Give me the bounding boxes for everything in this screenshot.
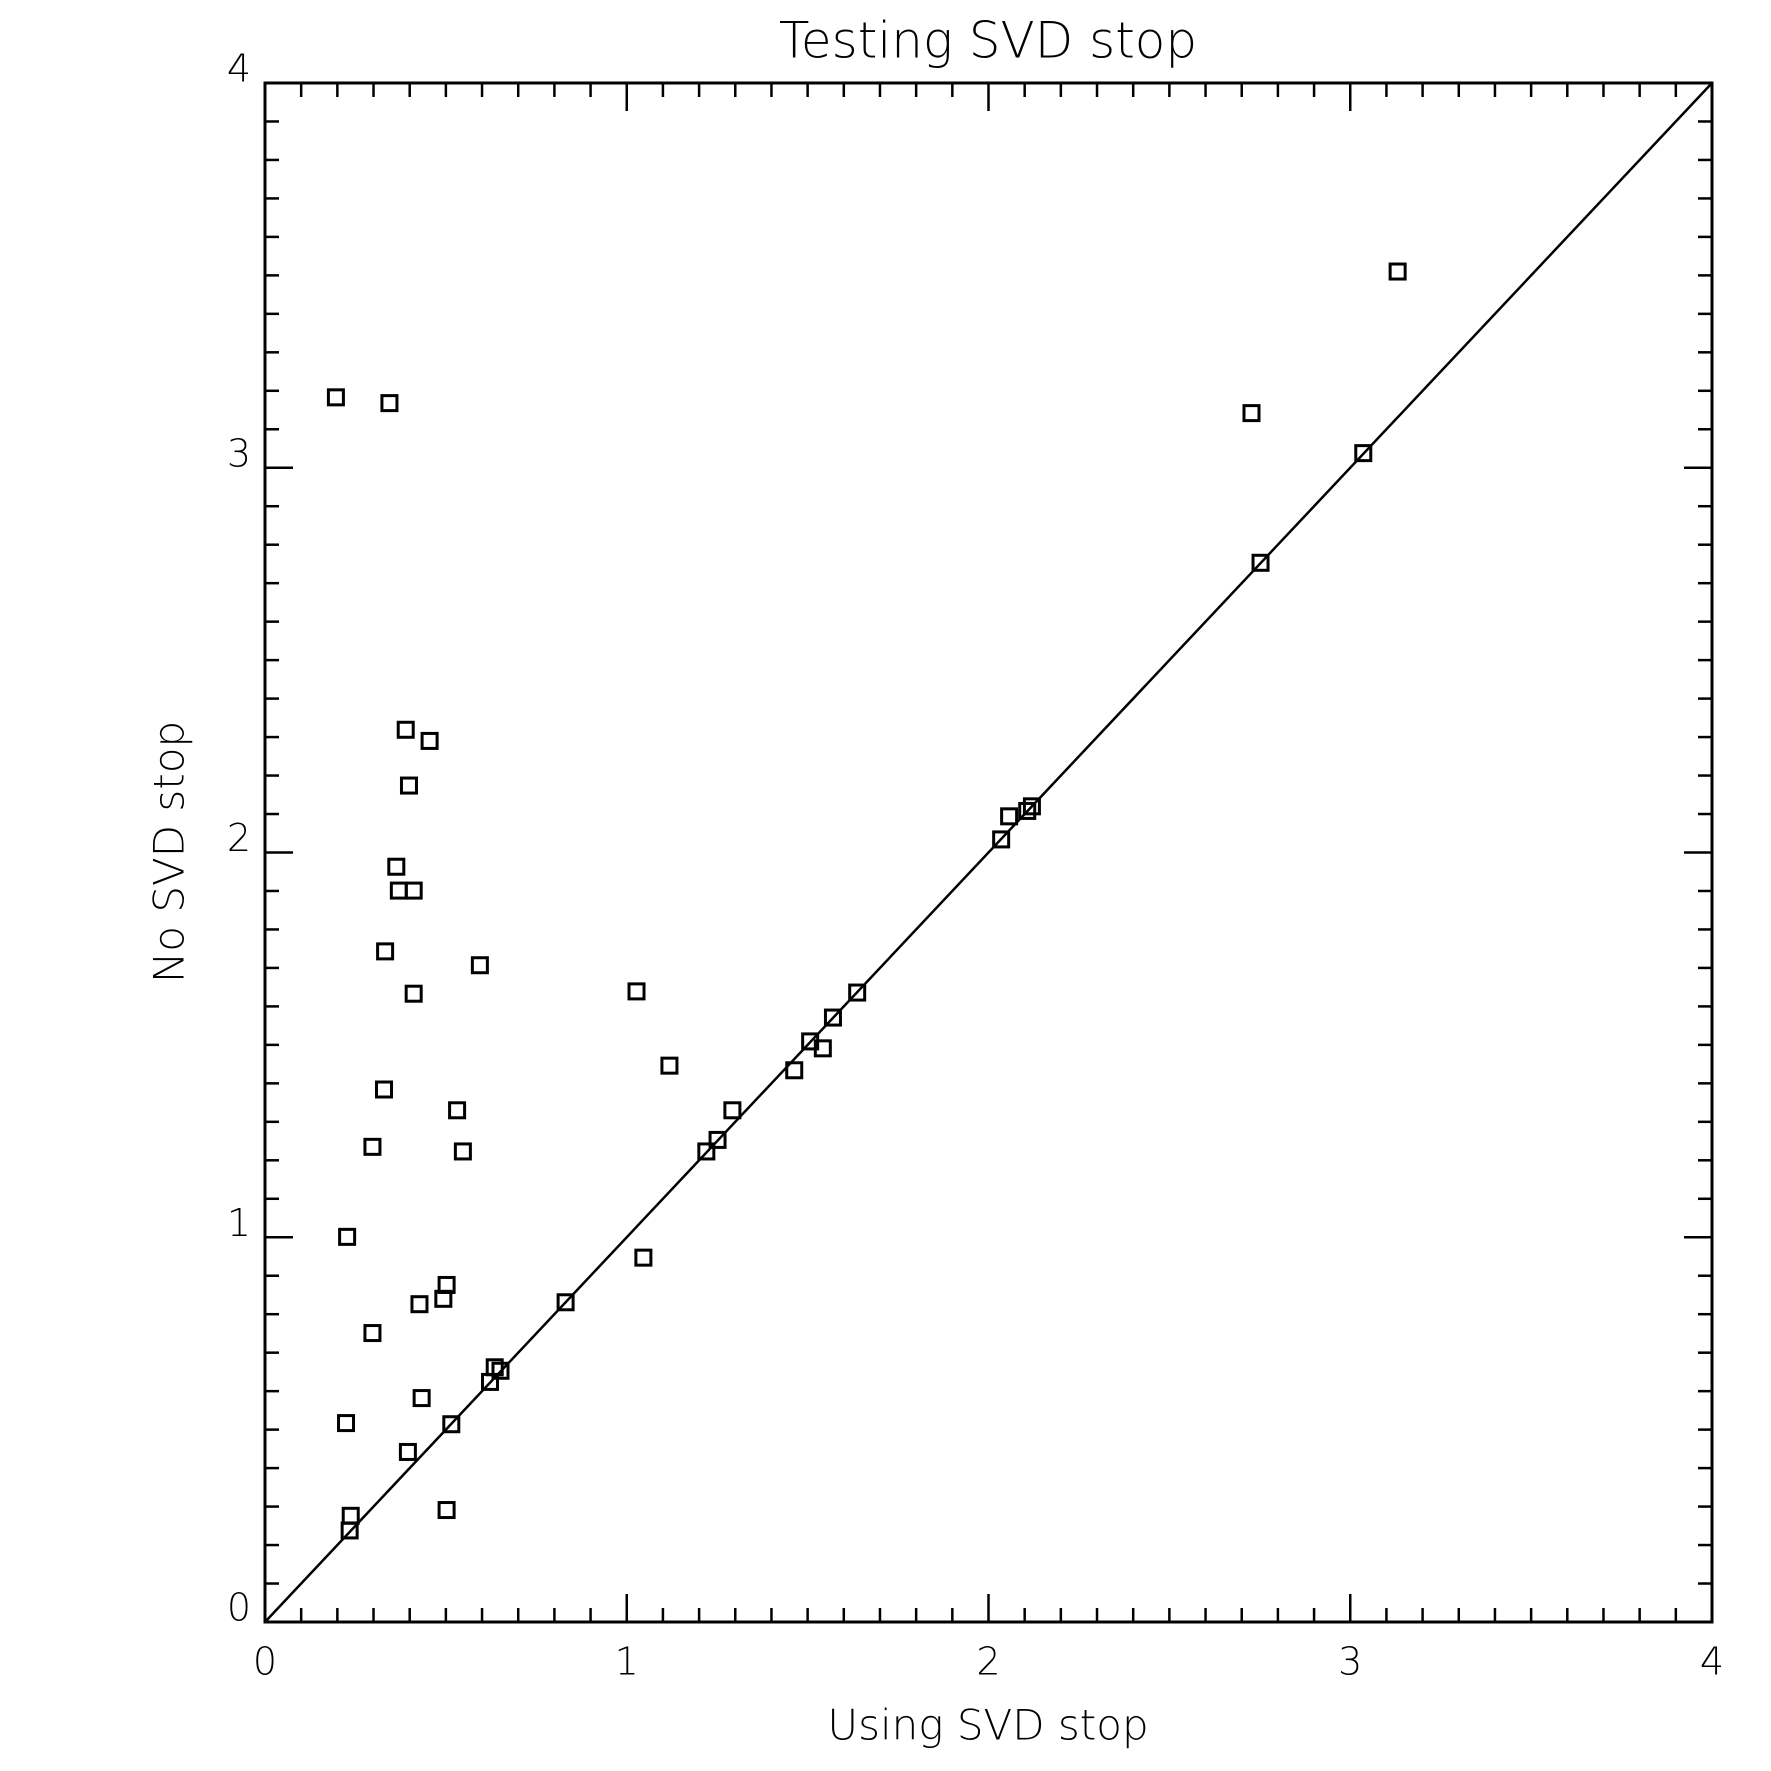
y-tick-label: 4 <box>227 47 251 91</box>
point <box>387 857 406 876</box>
point <box>399 776 418 795</box>
point <box>363 1324 382 1343</box>
point <box>398 1442 417 1461</box>
point <box>380 394 399 413</box>
point <box>363 1137 382 1156</box>
point <box>448 1101 467 1120</box>
x-tick-label: 3 <box>1338 1640 1362 1684</box>
y-axis-label: No SVD stop <box>145 721 194 983</box>
y-tick-label: 3 <box>227 431 251 475</box>
point <box>376 942 395 961</box>
point <box>1354 444 1373 463</box>
point <box>634 1248 653 1267</box>
y-tick-label: 1 <box>227 1201 251 1245</box>
point <box>1000 807 1019 826</box>
point <box>813 1039 832 1058</box>
point <box>491 1361 510 1380</box>
point <box>723 1101 742 1120</box>
chart-title: Testing SVD stop <box>779 12 1197 70</box>
x-tick-label: 4 <box>1700 1640 1724 1684</box>
point <box>481 1372 500 1391</box>
point <box>1251 553 1270 572</box>
point <box>396 720 415 739</box>
point <box>848 983 867 1002</box>
point <box>437 1501 456 1520</box>
point <box>326 388 345 407</box>
point <box>412 1389 431 1408</box>
point <box>410 1295 429 1314</box>
point <box>697 1142 716 1161</box>
point <box>470 956 489 975</box>
point <box>1022 797 1041 816</box>
point <box>338 1227 357 1246</box>
x-axis-label: Using SVD stop <box>827 1701 1148 1750</box>
point <box>442 1415 461 1434</box>
point <box>992 830 1011 849</box>
y-tick-label: 0 <box>227 1586 251 1630</box>
y-tick-label: 2 <box>227 816 251 860</box>
point <box>708 1130 727 1149</box>
point <box>1018 801 1037 820</box>
point <box>1242 404 1261 423</box>
identity-line <box>264 82 1713 1623</box>
point <box>627 982 646 1001</box>
x-tick-label: 1 <box>615 1640 639 1684</box>
x-tick-label: 0 <box>253 1640 277 1684</box>
point <box>389 881 408 900</box>
point <box>375 1080 394 1099</box>
point <box>404 881 423 900</box>
point <box>453 1142 472 1161</box>
point <box>341 1506 360 1525</box>
x-tick-label: 2 <box>976 1640 1000 1684</box>
point <box>404 984 423 1003</box>
point <box>1388 262 1407 281</box>
point <box>556 1293 575 1312</box>
point <box>785 1061 804 1080</box>
point <box>337 1414 356 1433</box>
point <box>660 1056 679 1075</box>
point <box>823 1008 842 1027</box>
point <box>420 731 439 750</box>
point <box>340 1521 359 1540</box>
point <box>434 1289 453 1308</box>
